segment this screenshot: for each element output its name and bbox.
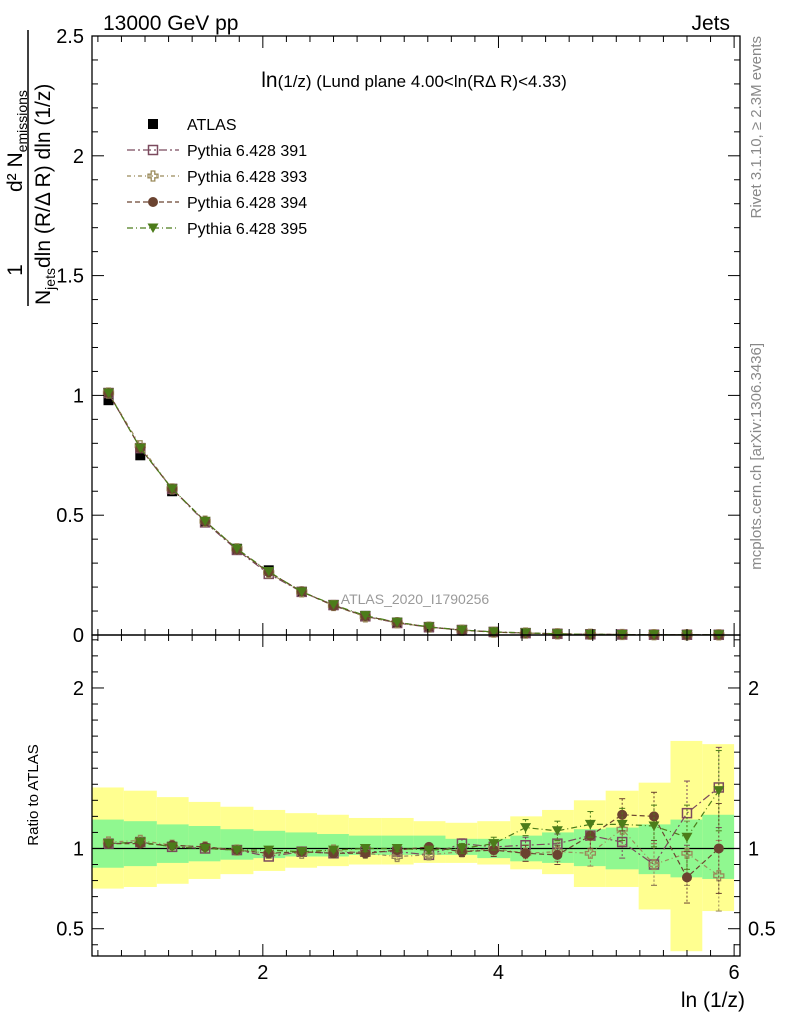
main-data-point [199,516,211,527]
ratio-data-point [584,847,597,859]
ratio-data-point [648,858,660,871]
legend-marker [147,223,159,233]
ratio-data-point [520,823,532,833]
ylabel-main: 1 d² Nemissions Njetsdln (R/Δ R) dln (1/… [4,30,58,306]
band-inner-bin [638,824,671,875]
ratio-data-point [584,819,596,830]
main-ytick-label: 1.5 [56,266,84,288]
main-ytick-label: 0 [73,625,84,647]
legend-label: Pythia 6.428 391 [187,143,307,160]
ratio-ytick-label: 1 [73,838,84,860]
ratio-data-point [617,809,628,820]
mcplots-label: mcplots.cern.ch [arXiv:1306.3436] [748,343,765,570]
header-right: Jets [691,12,730,35]
legend-entry-0: ATLAS [148,117,237,134]
ratio-data-point [199,843,211,854]
legend-marker [147,144,159,156]
ratio-series-3 [102,750,725,870]
ratio-ytick-label: 0.5 [56,919,84,941]
legend-marker [148,119,158,129]
analysis-watermark: ATLAS_2020_I1790256 [341,591,490,607]
main-data-point [391,617,403,628]
main-ytick-label: 2 [73,146,84,168]
axes: 0 0.5 1 1.5 2 2.5 2 4 6 0.5 0.5 1 1 2 2 [56,26,776,984]
ratio-data-point [616,823,628,835]
ratio-data-point [391,843,403,854]
ratio-ytick-label: 2 [73,678,84,700]
main-ytick-label: 1 [73,385,84,407]
legend-entry-1: Pythia 6.428 391 [127,143,307,160]
main-data-point [423,622,435,632]
ratio-data-point [713,786,725,796]
legend-marker [147,170,159,182]
svg-text:Njetsdln (R/Δ R) dln (1/z): Njetsdln (R/Δ R) dln (1/z) [32,84,58,305]
ratio-frame [91,634,741,957]
legend-label: Pythia 6.428 395 [187,221,307,238]
legend-marker [148,197,158,207]
ratio-ytick-label-right: 1 [748,838,759,860]
xlabel: ln (1/z) [681,989,745,1012]
main-data-point [456,625,468,635]
xtick-label: 2 [257,962,268,984]
ratio-ytick-label-right: 2 [748,678,759,700]
ratio-ytick-label-right: 0.5 [748,919,776,941]
ratio-data-point [713,870,725,882]
legend-entry-2: Pythia 6.428 393 [127,169,307,186]
xtick-label: 4 [493,962,504,984]
ratio-data-point [648,821,660,831]
header-left: 13000 GeV pp [103,12,238,35]
main-data-point [488,627,500,637]
ratio-data-point [263,845,275,856]
legend-label: Pythia 6.428 394 [187,195,307,212]
main-ytick-label: 0.5 [56,505,84,527]
ratio-data-point [166,842,178,852]
ratio-data-point [616,819,628,830]
ratio-data-point [552,849,563,860]
ratio-data-point [328,845,340,856]
ratio-data-point [520,848,531,859]
ratio-data-point [713,843,724,854]
ratio-series-line [108,814,720,879]
main-data-point [328,600,340,610]
legend-entry-3: Pythia 6.428 394 [127,195,307,212]
svg-text:1: 1 [4,264,27,276]
ratio-data-point [296,847,308,857]
svg-text:d² Nemissions: d² Nemissions [4,90,30,192]
main-ytick-label: 2.5 [56,26,84,48]
main-data-point [103,395,114,406]
ratio-data-point [681,872,692,883]
main-data-point [102,388,114,399]
ratio-data-point [102,839,114,849]
ylabel-ratio: Ratio to ATLAS [25,744,42,845]
ratio-data-point [648,811,659,822]
main-data-point [231,544,243,554]
ratio-data-point [488,839,500,849]
ratio-data-point [134,837,146,848]
main-data-point [359,611,371,621]
main-data-point [134,443,146,454]
ratio-data-point [681,832,693,843]
legend-label: Pythia 6.428 393 [187,169,307,186]
ratio-data-point [231,845,243,856]
xtick-label: 6 [729,962,740,984]
legend-label: ATLAS [187,117,237,134]
ratio-data-point [456,843,468,854]
ratio-panel-marks [92,746,740,912]
main-data-point [166,484,178,494]
main-data-point [520,628,532,638]
rivet-version-label: Rivet 3.1.10, ≥ 2.3M events [748,36,765,219]
main-data-point [551,629,563,639]
main-data-point [135,450,146,461]
legend: ATLAS Pythia 6.428 391 Pythia 6.428 393 Pyt… [127,117,307,238]
main-data-point [296,587,308,597]
ratio-data-point [359,843,371,854]
legend-entry-4: Pythia 6.428 395 [127,221,307,238]
ratio-data-point [423,845,435,856]
ratio-data-point [551,826,563,836]
plot-title: ln(1/z) (Lund plane 4.00<ln(RΔ R)<4.33) [261,69,567,92]
main-data-point [263,567,275,577]
